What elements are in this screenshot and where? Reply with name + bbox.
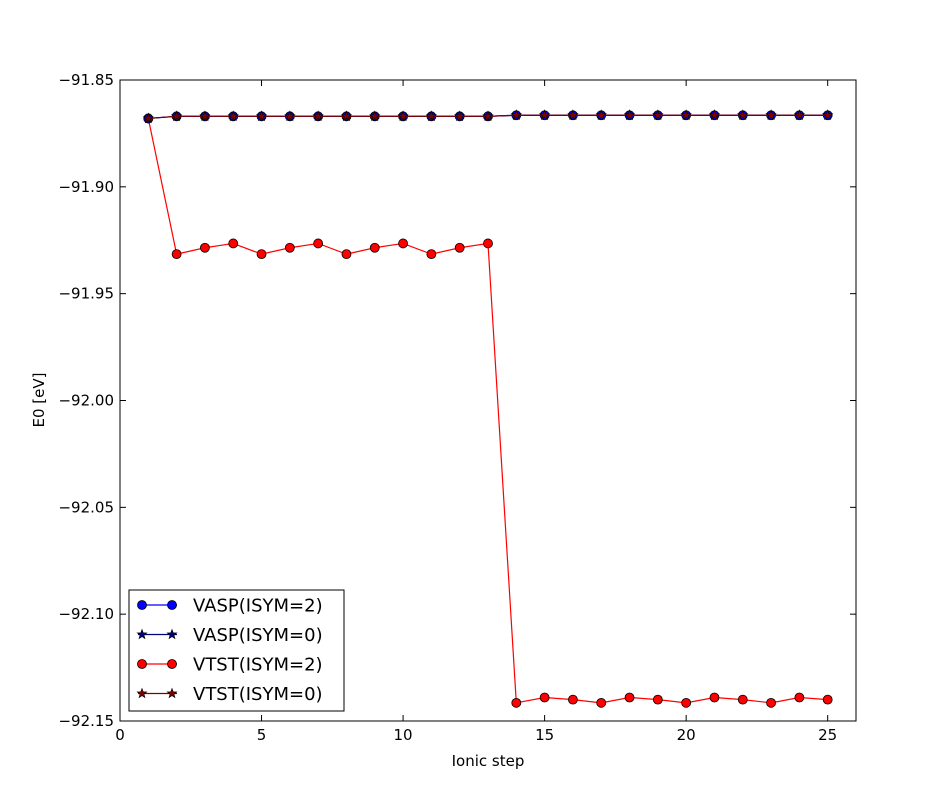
data-point [510,109,522,120]
plot-series [142,109,834,708]
x-tick-label: 25 [818,726,837,744]
y-tick-label: −92.10 [58,605,114,623]
data-point [708,109,721,120]
data-point [511,697,522,708]
legend-marker [166,628,178,640]
data-point [765,109,777,120]
data-point [284,110,296,122]
x-tick-label: 10 [394,726,413,744]
data-point [624,692,635,703]
y-tick-label: −91.85 [58,71,114,89]
data-point [681,697,692,708]
y-axis: −91.85 −91.90 −91.95 −92.00 −92.05 −92.10 −92.… [58,71,856,730]
data-point [398,238,408,249]
data-point [228,238,239,249]
data-point [199,110,211,122]
y-tick-label: −92.00 [58,392,114,410]
data-point [709,692,720,703]
x-axis: 0 5 10 15 20 25 [115,80,837,744]
x-axis-title: Ionic step [452,752,525,770]
legend-label: VTST(ISYM=0) [193,684,323,705]
x-tick-label: 15 [535,726,554,744]
legend-marker [167,600,177,610]
y-tick-label: −91.90 [58,178,114,196]
legend-marker [137,659,147,669]
x-tick-label: 5 [257,726,267,744]
data-point [596,697,607,708]
data-point [142,112,154,124]
data-point [482,110,494,122]
data-point [454,242,465,253]
data-point [171,249,182,260]
legend-marker [167,659,177,669]
legend-label: VASP(ISYM=0) [193,625,323,646]
data-point [425,110,437,122]
data-point [737,694,748,705]
legend-label: VTST(ISYM=2) [193,655,323,676]
data-point [766,697,776,708]
legend-marker [166,687,178,699]
legend-box [128,589,345,712]
x-tick-label: 0 [115,726,125,744]
data-point [341,249,352,260]
data-point [454,110,466,122]
legend-label: VASP(ISYM=2) [193,596,323,617]
data-point [652,109,664,120]
legend-marker [136,687,148,699]
data-point [794,692,805,703]
data-point [652,694,663,705]
x-tick-label: 20 [677,726,696,744]
y-tick-label: −92.15 [58,712,114,730]
data-point [255,110,268,122]
data-point [313,238,324,249]
data-point [680,109,692,120]
legend-marker [137,600,147,610]
data-point [227,110,239,122]
y-axis-title: E0 [eV] [30,373,48,428]
data-point [595,109,607,120]
data-point [312,110,324,122]
y-tick-label: −92.05 [58,498,114,516]
data-point [369,110,381,122]
data-point [737,109,749,120]
y-tick-label: −91.95 [58,285,114,303]
data-point [623,109,636,120]
data-point [284,242,295,253]
data-point [369,242,380,253]
data-point [171,110,183,122]
data-point [426,249,437,260]
legend: VASP(ISYM=2) VASP(ISYM=0) VTST(ISYM=2) VTST… [128,589,345,712]
data-point [483,238,493,249]
series-VTST(ISYM=0) [142,109,834,124]
data-point [793,109,805,120]
data-point [539,692,550,703]
data-point [256,249,267,260]
data-point [822,109,834,120]
data-point [340,110,353,122]
legend-marker [136,628,148,640]
data-point [568,694,578,705]
data-point [397,110,409,122]
data-point [200,242,210,253]
data-point [539,109,551,120]
data-point [567,109,579,120]
data-point [822,694,833,705]
